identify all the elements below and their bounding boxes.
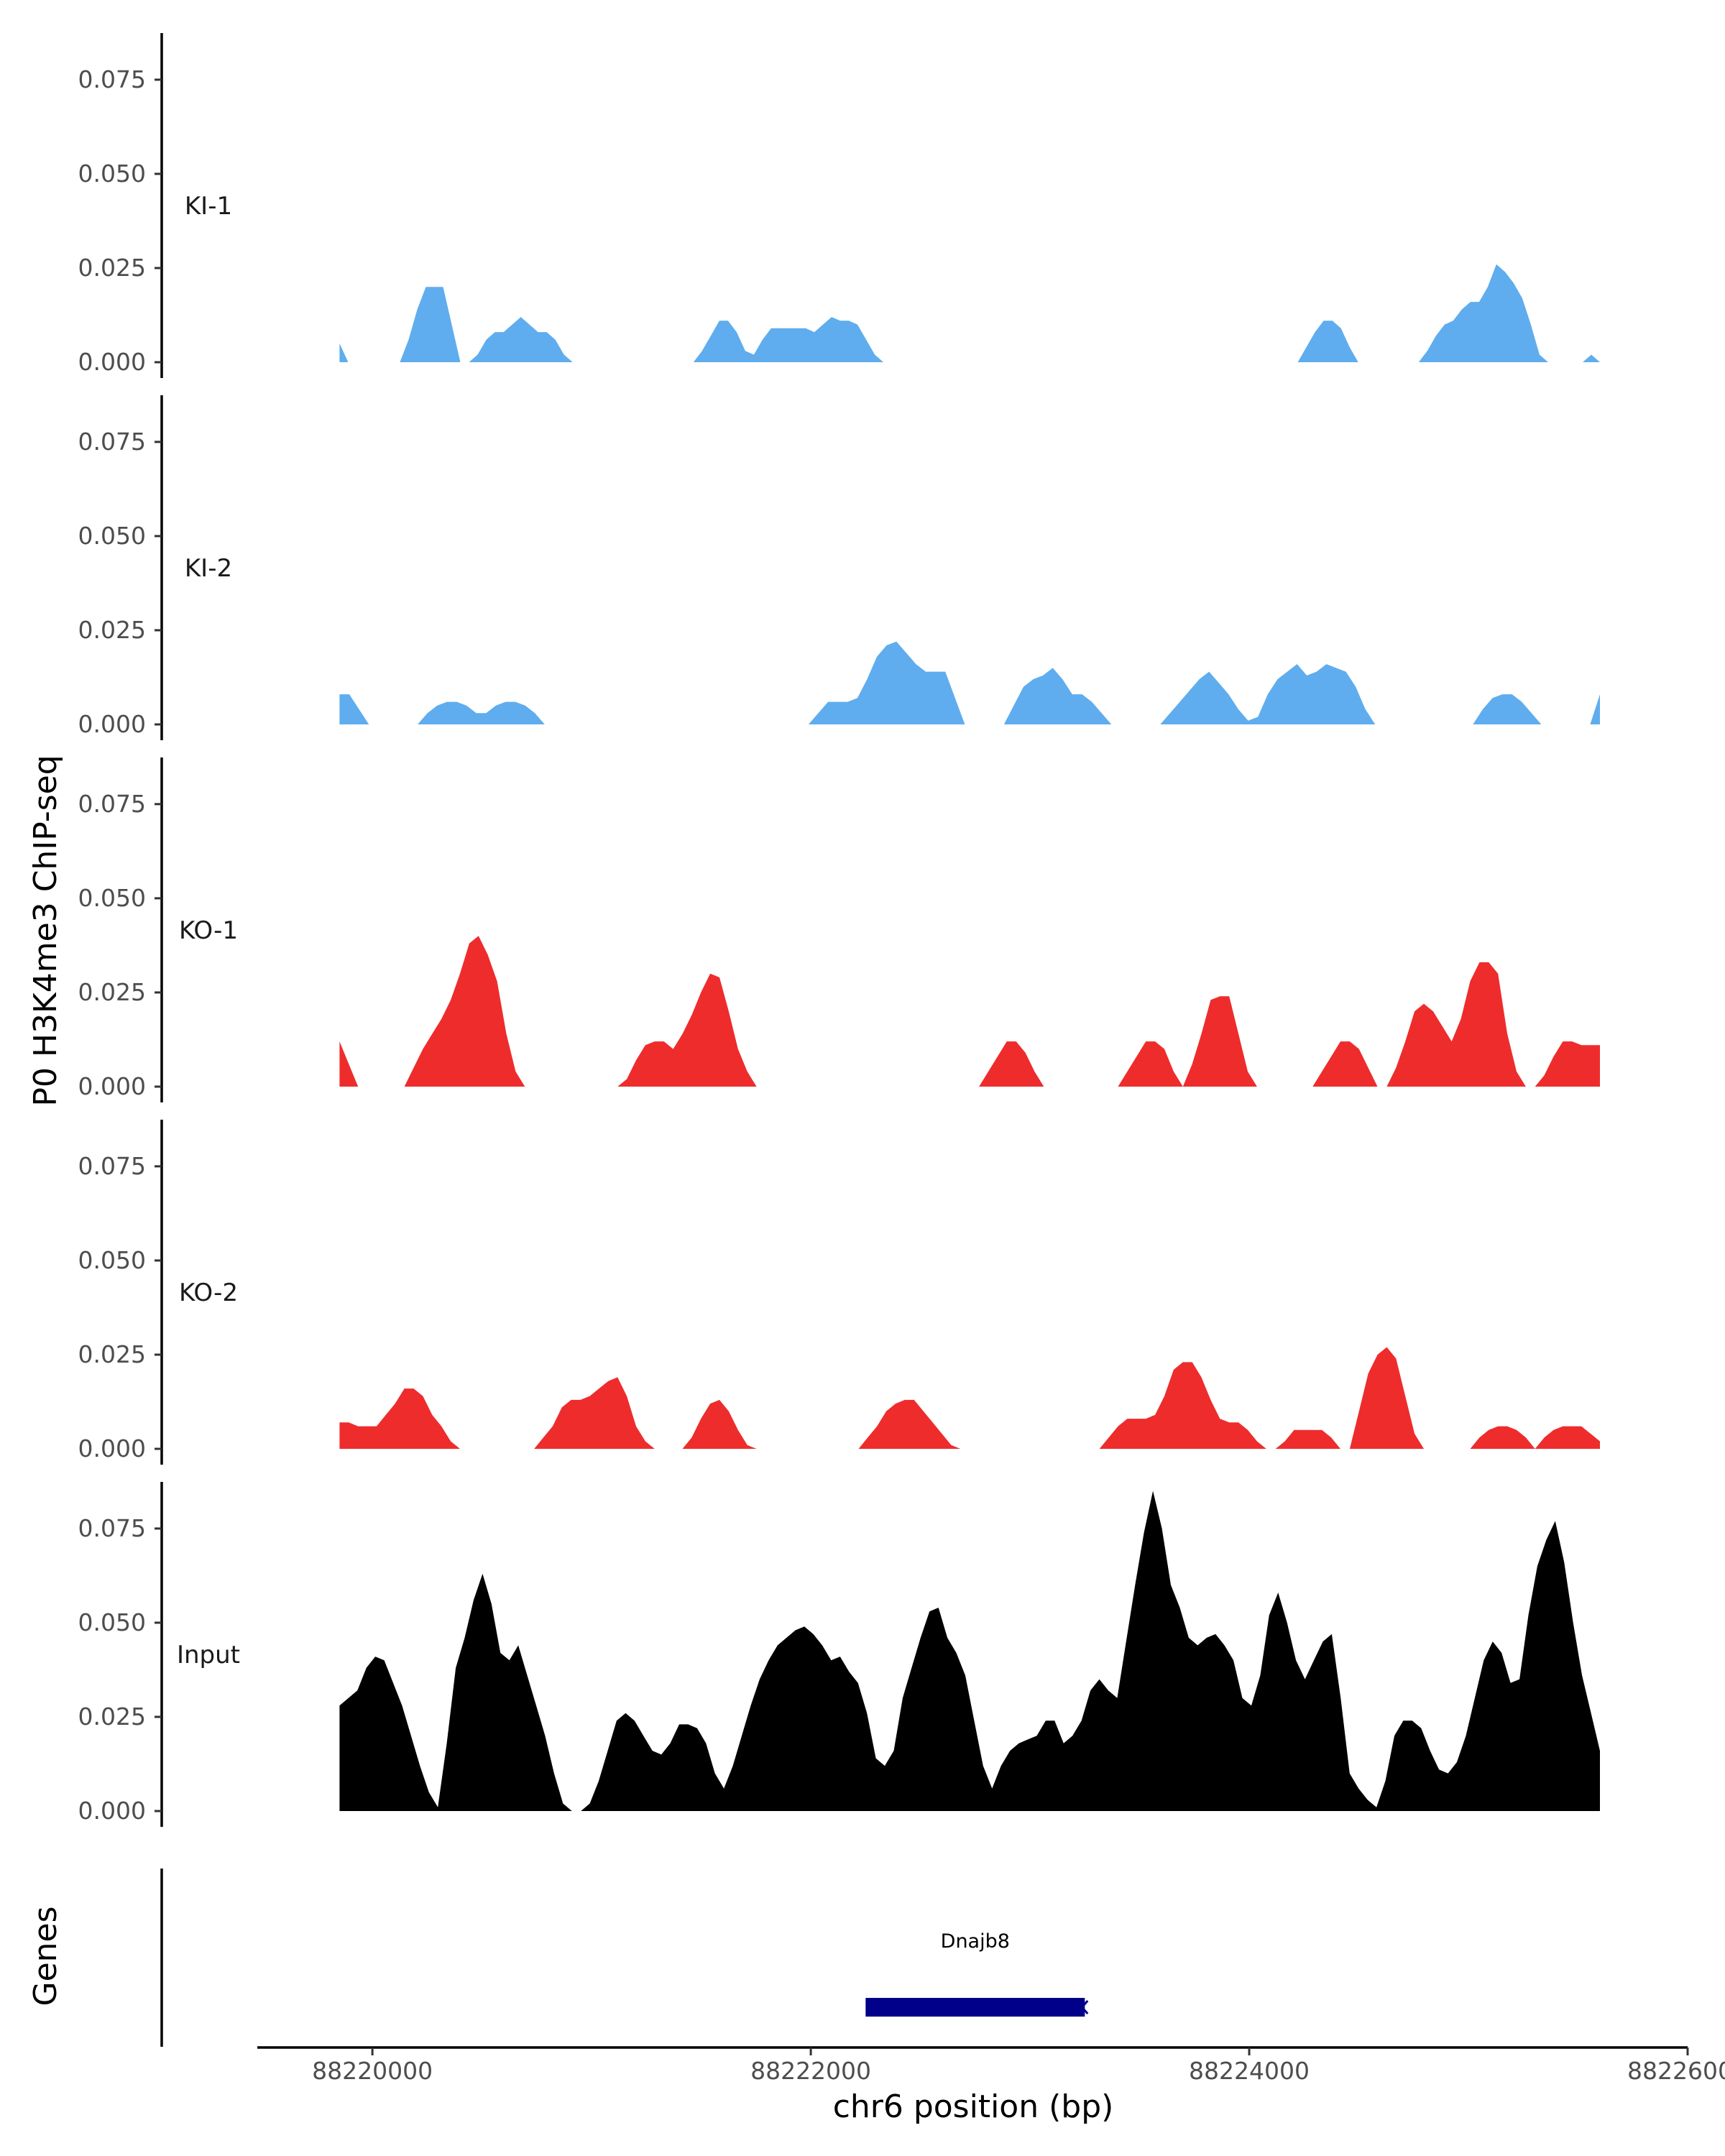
strand-arrow (867, 2000, 875, 2014)
y-tick-label: 0.000 (78, 1072, 146, 1100)
y-tick-label: 0.075 (78, 65, 146, 93)
gene-panel-title: Genes (27, 1906, 64, 2006)
y-tick-label: 0.050 (78, 522, 146, 550)
y-tick-label: 0.050 (78, 1608, 146, 1636)
y-tick-label: 0.050 (78, 1246, 146, 1274)
x-tick-label: 88220000 (312, 2057, 433, 2085)
y-tick-label: 0.000 (78, 1797, 146, 1825)
track-label: KI-1 (185, 192, 232, 221)
x-axis: 88220000 88222000 88224000 88226000 (257, 2046, 1725, 2085)
strand-arrow (1080, 2000, 1089, 2014)
y-tick-label: 0.025 (78, 1340, 146, 1368)
gene-body (865, 1998, 1085, 2017)
y-tick-label: 0.025 (78, 978, 146, 1006)
y-tick-label: 0.000 (78, 1434, 146, 1462)
tracks-layer: 0.0000.0250.0500.075KI-10.0000.0250.0500… (78, 33, 1600, 1827)
y-tick-label: 0.025 (78, 616, 146, 644)
gene-label: Dnajb8 (941, 1930, 1010, 1953)
y-tick-label: 0.050 (78, 160, 146, 188)
signal-area-ki-1 (339, 264, 1600, 362)
x-axis-title: chr6 position (bp) (833, 2088, 1114, 2125)
x-tick-label: 88222000 (750, 2057, 871, 2085)
track-ki-2: 0.000 0.025 0.050 0.075 KI-2 (78, 395, 1600, 740)
y-tick-label: 0.050 (78, 884, 146, 912)
x-tick-label: 88226000 (1627, 2057, 1725, 2085)
track-ko-2: 0.000 0.025 0.050 0.075 KO-2 (78, 1120, 1600, 1465)
track-ki-1: 0.000 0.025 0.050 0.075 KI-1 (78, 33, 1600, 378)
track-label: KO-1 (179, 916, 238, 945)
gene-panel: Dnajb8 (160, 1869, 1089, 2047)
y-tick-label: 0.075 (78, 1152, 146, 1180)
track-label: Input (177, 1641, 240, 1669)
track-label: KO-2 (179, 1279, 238, 1307)
y-tick-label: 0.025 (78, 1703, 146, 1731)
signal-area-input (339, 1491, 1600, 1811)
track-label: KI-2 (185, 554, 232, 583)
y-tick-label: 0.075 (78, 1514, 146, 1542)
signal-area-ko-2 (339, 1347, 1600, 1449)
track-input: 0.000 0.025 0.050 0.075 Input (78, 1482, 1600, 1827)
y-tick-label: 0.075 (78, 428, 146, 456)
y-axis-title: P0 H3K4me3 ChIP-seq (27, 755, 64, 1106)
x-tick-label: 88224000 (1189, 2057, 1310, 2085)
y-tick-label: 0.000 (78, 348, 146, 376)
signal-area-ki-2 (339, 641, 1600, 724)
track-ko-1: 0.000 0.025 0.050 0.075 KO-1 (78, 757, 1600, 1102)
y-tick-label: 0.000 (78, 710, 146, 738)
y-tick-label: 0.075 (78, 790, 146, 818)
signal-area-ko-1 (339, 936, 1600, 1087)
gene-dnajb8: Dnajb8 (865, 1930, 1089, 2017)
y-tick-label: 0.025 (78, 254, 146, 282)
